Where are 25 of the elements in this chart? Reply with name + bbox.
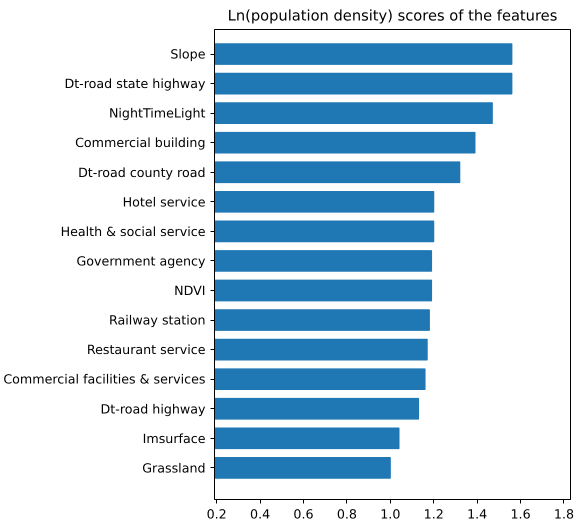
y-tick-label: Hotel service <box>122 194 206 210</box>
y-tick-label: Imsurface <box>142 430 206 446</box>
x-tick-label: 0.8 <box>336 506 357 521</box>
x-tick-label: 1.6 <box>510 506 531 521</box>
x-tick-label: 0.2 <box>206 506 227 521</box>
y-tick-label: Slope <box>170 46 206 62</box>
y-tick-label: Commercial facilities & services <box>3 372 206 387</box>
x-tick-label: 1.2 <box>424 506 444 521</box>
x-tick-label: 0.4 <box>250 506 270 521</box>
y-tick-label: Government agency <box>76 253 206 268</box>
y-tick-label: Dt-road county road <box>78 164 206 180</box>
y-tick-label: NightTimeLight <box>108 106 206 121</box>
x-tick-label: 1.0 <box>380 506 400 521</box>
x-tick-label: 0.6 <box>293 506 314 521</box>
y-tick-label: Grassland <box>142 460 206 476</box>
y-tick-label: Dt-road state highway <box>64 76 206 92</box>
x-tick-label: 1.4 <box>467 506 488 521</box>
y-tick-label: Railway station <box>109 312 206 328</box>
y-tick-label: Dt-road highway <box>100 401 206 416</box>
x-tick-label: 1.8 <box>554 506 574 521</box>
chart-title: Ln(population density) scores of the features <box>228 8 558 24</box>
y-tick-label: Health & social service <box>60 224 206 239</box>
y-tick-label: Commercial building <box>75 135 206 150</box>
y-tick-label: Restaurant service <box>86 342 206 358</box>
y-tick-label: NDVI <box>174 283 206 298</box>
